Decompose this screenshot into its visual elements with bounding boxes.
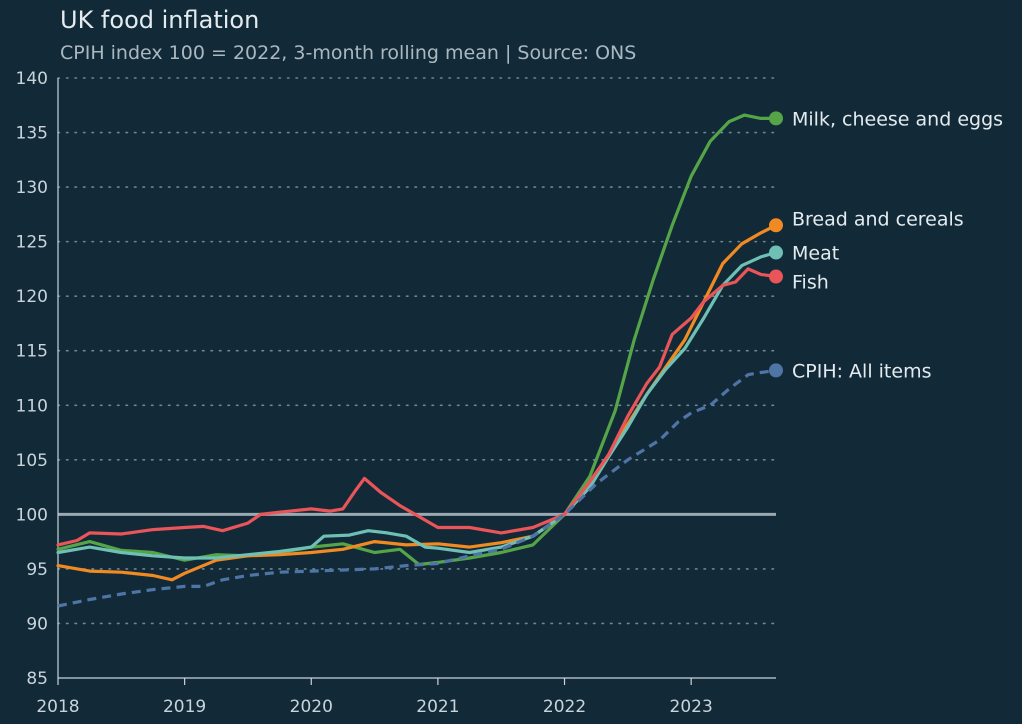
y-tick-label: 125 [16, 233, 48, 253]
series-end-dot-2 [769, 245, 783, 260]
series-line-2 [56, 250, 778, 560]
x-tick-label: 2022 [543, 697, 586, 717]
y-tick-label: 95 [26, 560, 48, 580]
series-label-1: Bread and cereals [792, 208, 964, 230]
y-tick-label: 140 [16, 69, 48, 89]
series-end-dot-1 [769, 218, 783, 233]
series-label-3: Fish [792, 272, 829, 294]
y-tick-label: 135 [16, 124, 48, 144]
y-tick-label: 130 [16, 178, 48, 198]
series-line-3 [56, 267, 778, 547]
x-tick-label: 2021 [416, 697, 459, 717]
axes: 85 90 95 100 105 110 115 120 125 130 135 140 2018 201… [16, 69, 776, 717]
series-label-0: Milk, cheese and eggs [792, 108, 1003, 130]
y-tick-label: 115 [16, 342, 48, 362]
series-line-4 [57, 368, 777, 608]
chart-subtitle: CPIH index 100 = 2022, 3-month rolling m… [60, 42, 637, 64]
series-label-4: CPIH: All items [792, 360, 931, 382]
x-tick-label: 2020 [290, 697, 333, 717]
y-tick-label: 110 [16, 396, 48, 416]
series-lines [56, 111, 783, 608]
y-tick-label: 85 [26, 669, 48, 689]
series-line-0 [56, 113, 778, 567]
y-tick-label: 90 [26, 614, 48, 634]
y-tick-label: 105 [16, 451, 48, 471]
x-tick-label: 2023 [670, 697, 713, 717]
series-end-dot-0 [769, 111, 783, 126]
x-tick-label: 2019 [163, 697, 206, 717]
series-line-1 [56, 223, 778, 582]
series-label-2: Meat [792, 243, 839, 265]
series-labels: Milk, cheese and eggs Bread and cereals Me… [792, 108, 1003, 382]
series-end-dot-3 [769, 269, 783, 284]
y-tick-label: 100 [16, 505, 48, 525]
series-end-dot-4 [769, 363, 783, 378]
y-tick-label: 120 [16, 287, 48, 307]
x-tick-label: 2018 [36, 697, 79, 717]
chart-title: UK food inflation [60, 6, 260, 34]
